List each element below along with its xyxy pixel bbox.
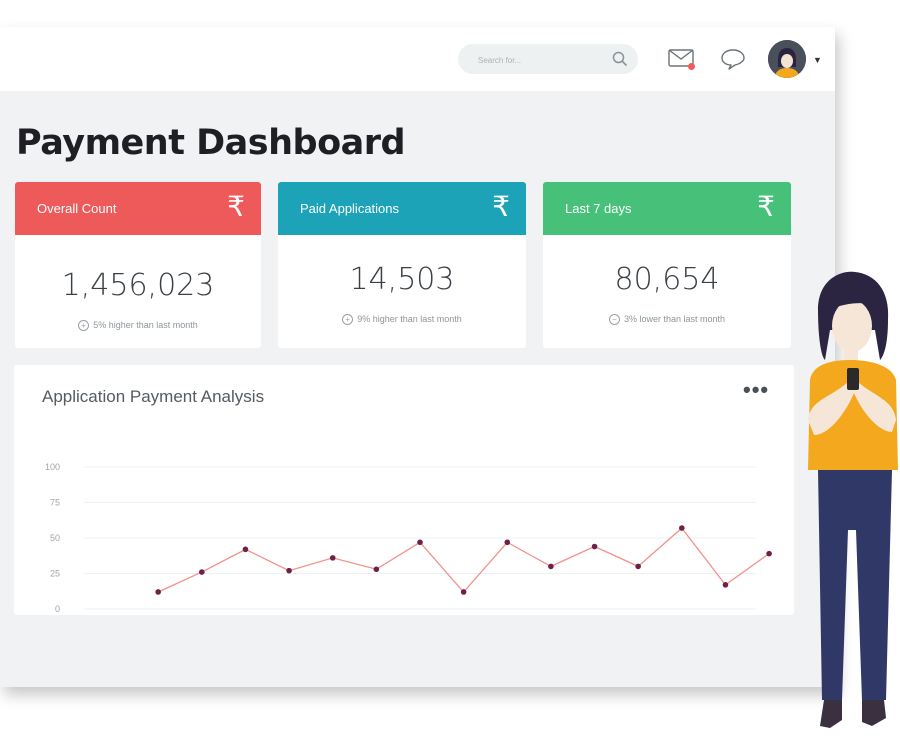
rupee-icon: ₹ <box>492 190 510 223</box>
plus-circle-icon: + <box>78 320 90 332</box>
data-point <box>722 582 729 588</box>
card-note: +5% higher than last month <box>15 320 261 332</box>
caret-down-icon[interactable]: ▼ <box>813 55 822 65</box>
card-overall-count: Overall Count ₹ 1,456,023 +5% higher tha… <box>15 182 261 348</box>
search-icon[interactable] <box>612 51 628 72</box>
dashboard-window: ▼ Payment Dashboard Overall Count ₹ 1,45… <box>0 27 835 687</box>
person-illustration <box>808 271 898 728</box>
data-point <box>199 569 205 575</box>
card-value: 14,503 <box>349 262 455 297</box>
card-last-7-days: Last 7 days ₹ 80,654 −3% lower than last… <box>543 182 791 348</box>
avatar[interactable] <box>768 40 806 78</box>
mail-icon[interactable] <box>668 49 694 72</box>
data-point <box>504 539 511 546</box>
y-tick-label: 75 <box>50 498 60 508</box>
search-input[interactable] <box>476 51 600 69</box>
notification-dot <box>688 63 695 70</box>
card-header: Last 7 days ₹ <box>543 182 791 235</box>
data-point <box>679 525 685 531</box>
rupee-icon: ₹ <box>757 190 775 223</box>
card-header: Overall Count ₹ <box>15 182 261 235</box>
card-note-text: 9% higher than last month <box>357 314 462 324</box>
card-label: Last 7 days <box>565 201 632 216</box>
data-point <box>635 563 641 570</box>
line-chart: 0255075100Day 1Day 2Day 3 <box>45 462 772 614</box>
data-point <box>242 546 249 553</box>
card-value: 1,456,023 <box>61 268 215 303</box>
data-point <box>766 550 772 557</box>
y-tick-label: 25 <box>50 569 60 579</box>
search-box[interactable] <box>458 44 638 74</box>
card-label: Paid Applications <box>300 201 400 216</box>
data-point <box>417 539 423 546</box>
page-title: Payment Dashboard <box>16 123 406 163</box>
card-paid-applications: Paid Applications ₹ 14,503 +9% higher th… <box>278 182 526 348</box>
card-header: Paid Applications ₹ <box>278 182 526 235</box>
card-value: 80,654 <box>614 262 720 297</box>
data-point <box>460 589 467 595</box>
top-bar: ▼ <box>0 27 835 91</box>
y-tick-label: 50 <box>50 533 60 543</box>
data-point <box>155 589 161 595</box>
data-point <box>329 555 336 561</box>
chat-icon[interactable] <box>720 48 746 75</box>
data-point <box>373 566 380 573</box>
card-label: Overall Count <box>37 201 117 216</box>
rupee-icon: ₹ <box>227 190 245 223</box>
plus-circle-icon: + <box>342 314 354 326</box>
minus-circle-icon: − <box>608 314 620 326</box>
card-note-text: 5% higher than last month <box>93 320 198 330</box>
y-tick-label: 100 <box>45 462 60 472</box>
y-tick-label: 0 <box>55 604 60 614</box>
chart-title: Application Payment Analysis <box>42 387 265 406</box>
data-point <box>548 563 554 570</box>
data-point <box>286 567 292 574</box>
more-options-icon[interactable]: ••• <box>743 377 770 402</box>
card-note: −3% lower than last month <box>543 314 791 326</box>
card-note-text: 3% lower than last month <box>623 314 726 324</box>
data-point <box>591 543 598 550</box>
card-note: +9% higher than last month <box>278 314 526 326</box>
chart-panel: Application Payment Analysis ••• 0 25 50 75… <box>14 365 794 615</box>
